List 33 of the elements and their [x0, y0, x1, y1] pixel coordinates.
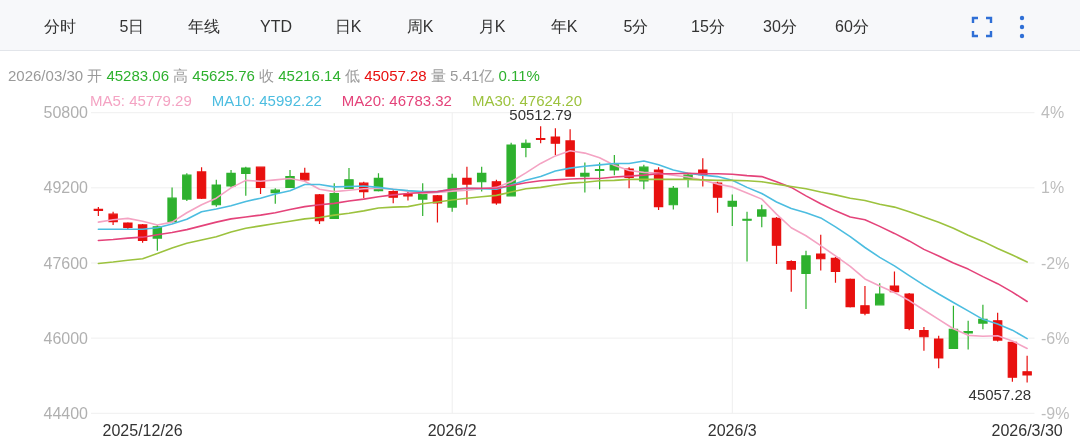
y2-tick-label: 4% [1041, 104, 1065, 122]
annotation: 45057.28 [968, 386, 1032, 404]
y-tick-label: 50800 [43, 104, 89, 122]
tab-label: 5日 [119, 17, 145, 35]
series-name: MA20: 46783.32 [341, 91, 452, 109]
y2-tick-label: -6% [1041, 329, 1070, 347]
y2-tick-label: 1% [1041, 179, 1065, 197]
series-name: MA5: 45779.29 [90, 91, 192, 109]
series-name: MA10: 45992.22 [211, 91, 322, 109]
y2-tick-label: -9% [1041, 404, 1070, 422]
y-tick-label: 44400 [43, 404, 89, 422]
tab-label: 15分 [691, 17, 725, 35]
y-tick-label: 46000 [43, 329, 89, 347]
tab-label: 年线 [188, 17, 220, 35]
y2-tick-label: -2% [1041, 254, 1070, 272]
tab-label: 年K [550, 17, 578, 35]
annotation: 50512.79 [509, 106, 572, 124]
tab-label: YTD [260, 17, 292, 35]
tab-label: 月K [478, 17, 506, 35]
series-name: MA30: 47624.20 [471, 91, 583, 109]
y-tick-label: 49200 [43, 179, 89, 197]
x-tick-label: 2026/2 [427, 421, 477, 439]
tab-label: 日K [334, 17, 362, 35]
tab-label: 60分 [835, 17, 869, 35]
tab-label: 5分 [623, 17, 649, 35]
x-tick-label: 2025/12/26 [102, 421, 183, 439]
tab-label: 30分 [763, 17, 797, 35]
x-tick-label: 2026/3 [707, 421, 757, 439]
tab-label: 分时 [44, 17, 76, 35]
y-tick-label: 47600 [43, 254, 89, 272]
x-tick-label: 2026/3/30 [991, 421, 1063, 439]
subtitle: 2026/03/30 开 45283.06 高 45625.76 收 45216.14 低 45057.28 量 5.41亿 0.11% [8, 66, 540, 84]
tab-label: 周K [406, 17, 434, 35]
